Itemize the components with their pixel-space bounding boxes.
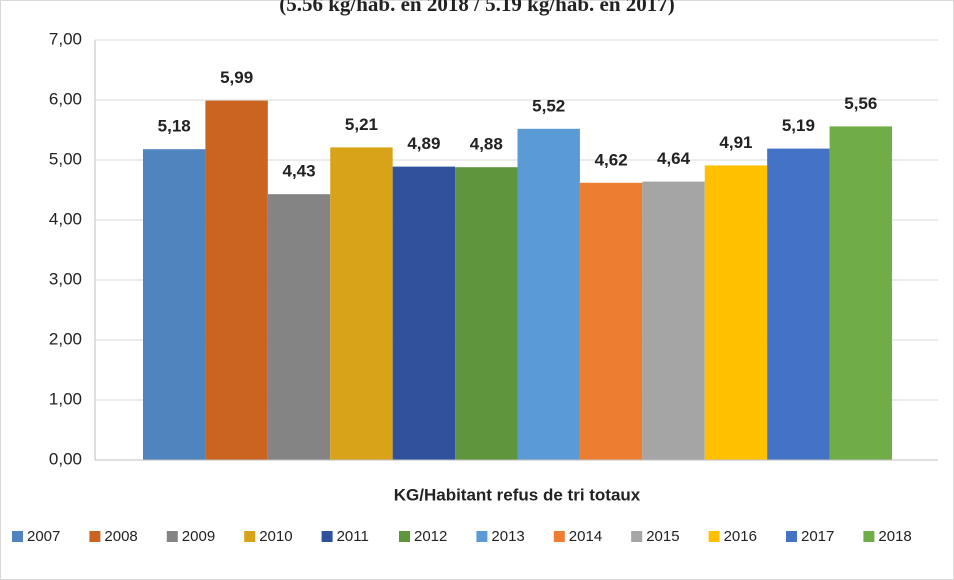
legend-label: 2014 xyxy=(569,528,602,545)
legend-label: 2007 xyxy=(27,528,60,545)
value-label: 4,62 xyxy=(595,150,628,169)
y-tick-label: 3,00 xyxy=(49,269,82,288)
legend-label: 2015 xyxy=(646,528,679,545)
legend-swatch xyxy=(631,531,643,542)
value-label: 5,18 xyxy=(158,117,191,136)
bar xyxy=(205,100,268,460)
value-label: 4,91 xyxy=(719,133,752,152)
legend-swatch xyxy=(553,531,565,542)
legend-swatch xyxy=(166,531,178,542)
chart-title: (5.56 kg/hab. en 2018 / 5.19 kg/hab. en … xyxy=(279,0,675,16)
y-tick-label: 7,00 xyxy=(49,29,82,48)
y-tick-label: 4,00 xyxy=(49,209,82,228)
legend-swatch xyxy=(476,531,488,542)
value-label: 5,52 xyxy=(532,96,565,115)
legend-label: 2017 xyxy=(801,528,834,545)
axis-title: KG/Habitant refus de tri totaux xyxy=(394,485,641,504)
legend-label: 2011 xyxy=(337,528,369,545)
legend-swatch xyxy=(708,531,720,542)
legend-label: 2012 xyxy=(414,528,447,545)
legend-label: 2008 xyxy=(104,528,137,545)
bar xyxy=(143,149,206,460)
value-label: 5,56 xyxy=(844,94,877,113)
legend-label: 2010 xyxy=(259,528,292,545)
value-label: 4,88 xyxy=(470,135,503,154)
legend-label: 2013 xyxy=(491,528,524,545)
value-label: 5,19 xyxy=(782,116,815,135)
legend-swatch xyxy=(399,531,410,542)
legend-swatch xyxy=(12,531,23,542)
y-tick-label: 5,00 xyxy=(49,149,82,168)
value-label: 4,43 xyxy=(282,162,315,181)
bar xyxy=(767,148,830,460)
bar xyxy=(579,182,643,461)
bar xyxy=(267,194,331,460)
value-label: 5,99 xyxy=(220,68,253,87)
legend-label: 2009 xyxy=(182,528,215,545)
value-label: 5,21 xyxy=(345,115,378,134)
value-label: 4,64 xyxy=(657,149,691,168)
legend-swatch xyxy=(321,531,333,542)
legend-label: 2016 xyxy=(724,528,757,545)
bar xyxy=(642,181,705,460)
legend-label: 2018 xyxy=(878,528,911,545)
bar xyxy=(517,128,580,461)
legend-swatch xyxy=(244,531,256,542)
y-tick-label: 1,00 xyxy=(49,389,82,408)
y-tick-label: 2,00 xyxy=(49,329,82,348)
legend-swatch xyxy=(863,531,875,542)
bar xyxy=(330,147,393,460)
bar xyxy=(829,126,892,461)
y-tick-label: 6,00 xyxy=(49,89,82,108)
bar xyxy=(704,165,768,460)
bar xyxy=(455,167,518,460)
legend-swatch xyxy=(89,531,101,542)
bar xyxy=(392,166,456,460)
y-tick-label: 0,00 xyxy=(49,449,82,468)
legend-swatch xyxy=(786,531,797,542)
value-label: 4,89 xyxy=(407,134,440,153)
